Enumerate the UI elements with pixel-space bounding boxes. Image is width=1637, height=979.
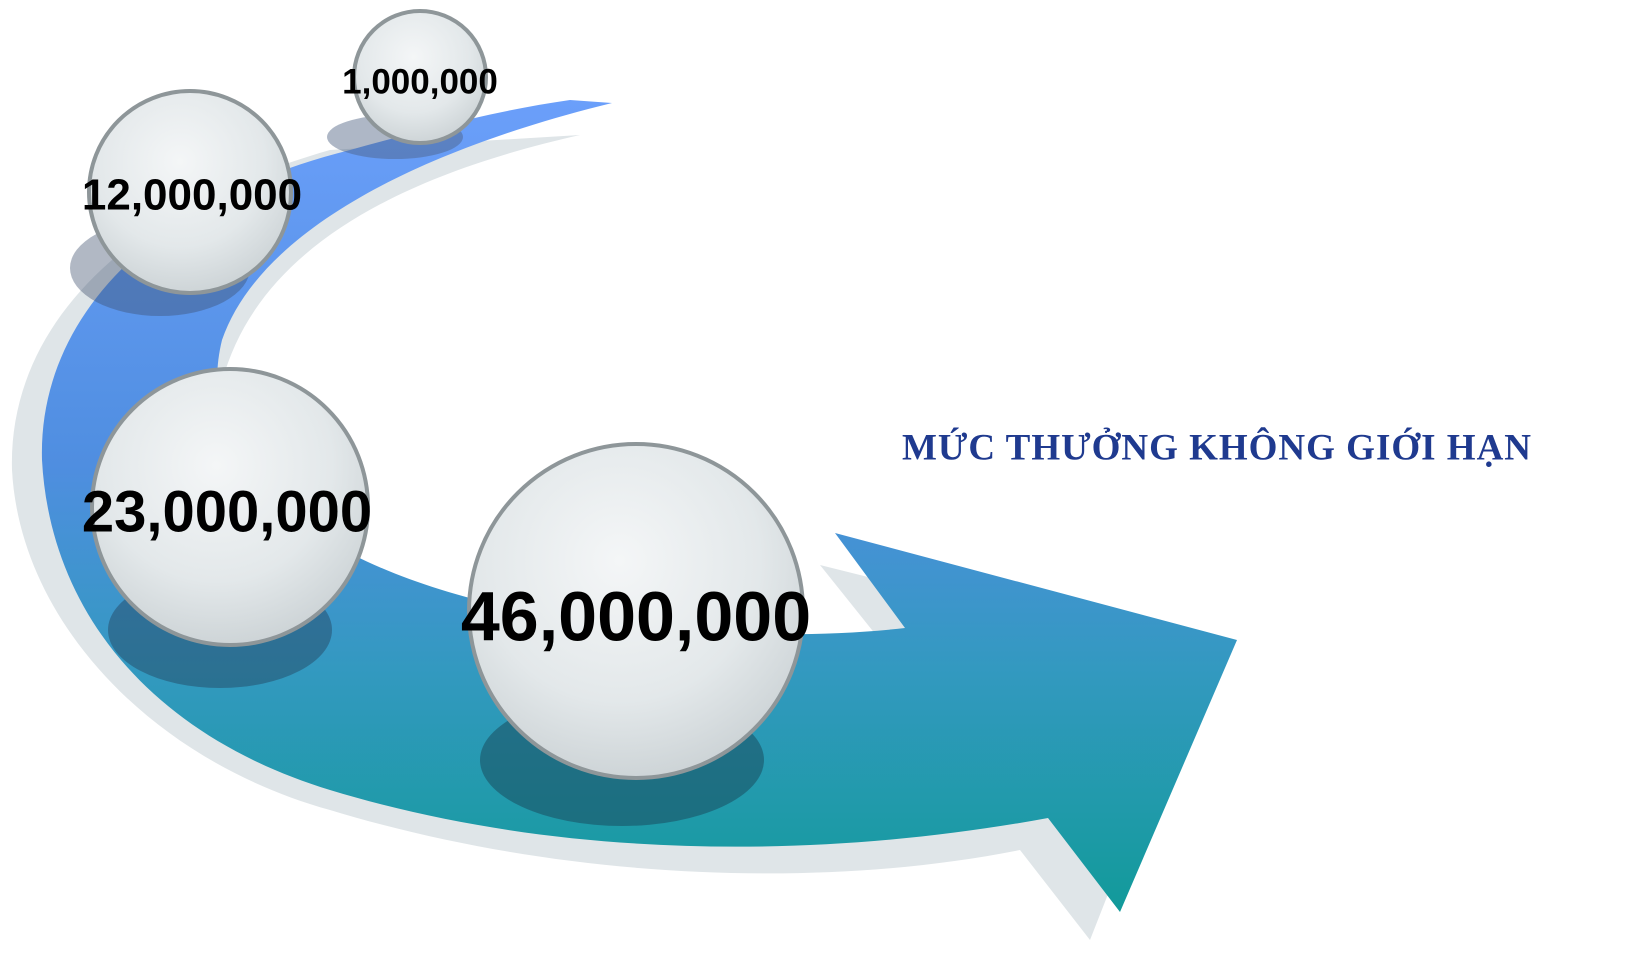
bubble: 23,000,000 — [82, 367, 372, 688]
bubble-label: 12,000,000 — [82, 171, 302, 220]
arrow — [41, 100, 1238, 912]
bubble: 12,000,000 — [70, 89, 302, 316]
bubble-label: 46,000,000 — [461, 577, 811, 655]
bubble: 1,000,000 — [327, 9, 498, 159]
bubble: 46,000,000 — [461, 442, 811, 826]
bubble-label: 23,000,000 — [82, 479, 372, 544]
bubble-label: 1,000,000 — [342, 62, 498, 101]
title: MỨC THƯỞNG KHÔNG GIỚI HẠN — [902, 425, 1532, 468]
